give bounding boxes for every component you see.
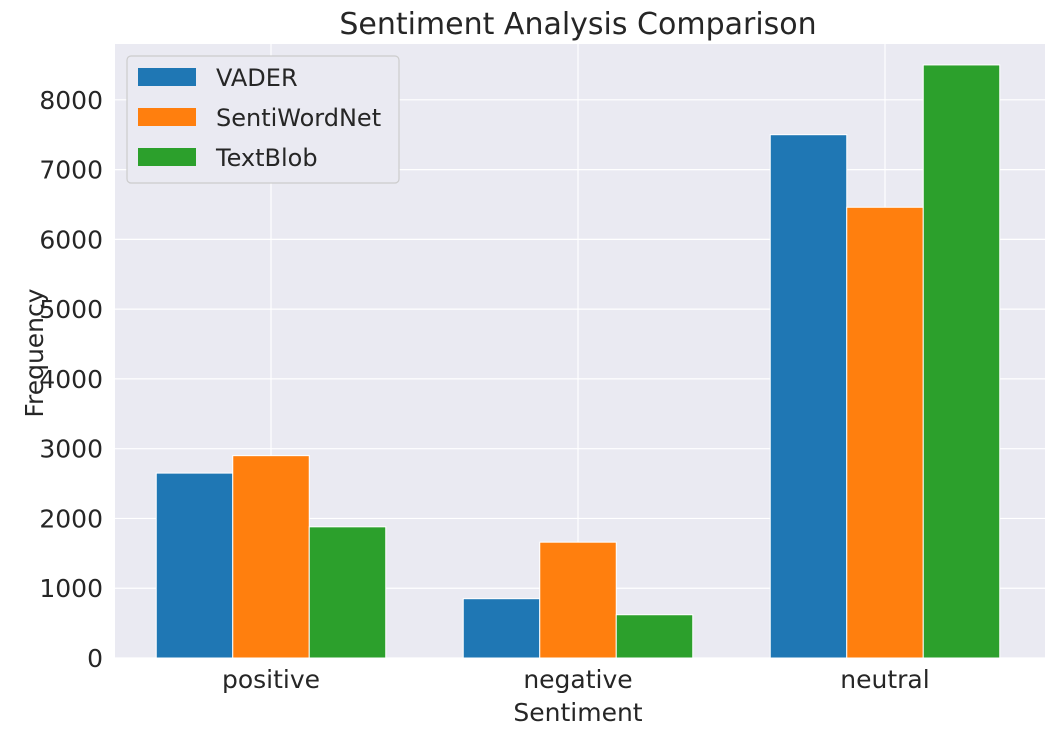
y-tick-label: 5000 (39, 295, 103, 324)
legend-label-sentiwordnet: SentiWordNet (216, 104, 381, 132)
bar-sentiwordnet-neutral (846, 206, 924, 659)
bar-sentiwordnet-positive (232, 455, 310, 659)
y-tick-label: 8000 (39, 86, 103, 115)
y-axis-label: Frequency (20, 288, 49, 417)
legend-label-textblob: TextBlob (215, 144, 318, 172)
chart-title: Sentiment Analysis Comparison (339, 7, 816, 42)
legend: VADER SentiWordNet TextBlob (126, 55, 400, 184)
y-tick-label: 3000 (39, 435, 103, 464)
legend-swatch-textblob (138, 148, 196, 166)
x-tick-label-positive: positive (222, 665, 320, 694)
y-tick-label: 1000 (39, 574, 103, 603)
y-tick-label: 4000 (39, 365, 103, 394)
legend-swatch-sentiwordnet (138, 108, 196, 126)
bar-textblob-positive (308, 526, 387, 659)
legend-label-vader: VADER (216, 64, 298, 92)
x-tick-label-negative: negative (523, 665, 632, 694)
bar-textblob-negative (615, 614, 694, 659)
bar-vader-positive (155, 472, 234, 659)
bar-sentiwordnet-negative (539, 541, 617, 659)
legend-swatch-vader (138, 68, 196, 86)
bars (155, 64, 1001, 659)
y-tick-label: 0 (87, 644, 103, 673)
y-tick-label: 6000 (39, 225, 103, 254)
x-tick-label-neutral: neutral (840, 665, 929, 694)
y-tick-label: 2000 (39, 504, 103, 533)
bar-vader-negative (462, 598, 541, 659)
y-tick-labels: 0 1000 2000 3000 4000 5000 6000 7000 8000 (39, 86, 103, 673)
y-tick-label: 7000 (39, 156, 103, 185)
bar-textblob-neutral (922, 64, 1001, 659)
x-axis-label: Sentiment (513, 698, 642, 727)
bar-vader-neutral (769, 134, 848, 659)
x-tick-labels: positive negative neutral (222, 665, 930, 694)
